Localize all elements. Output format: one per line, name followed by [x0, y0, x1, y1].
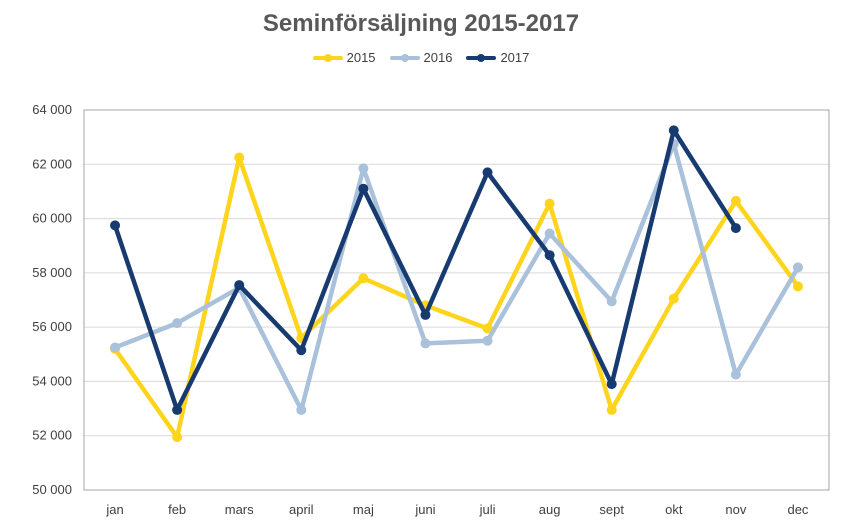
data-point-2015: [358, 273, 369, 284]
legend-swatch-2017: [466, 52, 497, 64]
x-tick-label: mars: [225, 502, 254, 517]
data-point-2017: [544, 250, 555, 261]
x-tick-label: juli: [479, 502, 496, 517]
data-point-2017: [668, 125, 679, 136]
legend-swatch-2016: [389, 52, 420, 64]
data-point-2016: [606, 296, 617, 307]
data-point-2016: [172, 318, 183, 329]
data-point-2017: [606, 379, 617, 390]
series-line-2016: [112, 141, 801, 413]
data-point-2015: [606, 404, 617, 415]
legend-swatch-2015: [312, 52, 343, 64]
data-point-2016: [792, 262, 803, 273]
y-tick-label: 54 000: [32, 373, 72, 388]
x-tick-label: jan: [105, 502, 123, 517]
data-point-2016: [544, 228, 555, 239]
data-point-2017: [234, 280, 245, 291]
legend-item-2016: 2016: [389, 50, 453, 65]
data-point-2015: [730, 195, 741, 206]
y-tick-label: 52 000: [32, 428, 72, 443]
data-point-2017: [420, 309, 431, 320]
data-point-2017: [482, 167, 493, 178]
data-point-2017: [358, 183, 369, 194]
data-point-2015: [544, 198, 555, 209]
legend-label-2016: 2016: [423, 50, 453, 65]
x-tick-label: okt: [665, 502, 683, 517]
x-tick-label: feb: [168, 502, 186, 517]
y-tick-label: 50 000: [32, 482, 72, 497]
data-point-2017: [172, 404, 183, 415]
data-point-2015: [668, 293, 679, 304]
legend-item-2015: 2015: [312, 50, 376, 65]
data-point-2016: [358, 163, 369, 174]
series-line-2015: [112, 155, 801, 440]
x-tick-label: juni: [414, 502, 435, 517]
data-point-2015: [234, 152, 245, 163]
y-tick-label: 64 000: [32, 102, 72, 117]
data-point-2017: [296, 345, 307, 356]
x-tick-label: nov: [725, 502, 746, 517]
x-tick-label: aug: [539, 502, 561, 517]
series-line-2017: [112, 128, 739, 413]
y-tick-label: 56 000: [32, 319, 72, 334]
x-tick-label: dec: [787, 502, 808, 517]
data-point-2016: [420, 338, 431, 349]
data-point-2016: [730, 369, 741, 380]
plot-area-border: [83, 109, 830, 491]
y-tick-label: 58 000: [32, 265, 72, 280]
data-point-2015: [172, 432, 183, 443]
x-tick-label: april: [289, 502, 314, 517]
legend: 2015 2016 2017: [0, 50, 842, 65]
x-tick-label: maj: [353, 502, 374, 517]
legend-label-2015: 2015: [346, 50, 376, 65]
x-tick-label: sept: [599, 502, 624, 517]
data-point-2016: [110, 342, 121, 353]
chart-title: Seminförsäljning 2015-2017: [262, 10, 580, 37]
y-tick-label: 60 000: [32, 211, 72, 226]
data-point-2015: [482, 323, 493, 334]
data-point-2017: [730, 223, 741, 234]
legend-label-2017: 2017: [500, 50, 530, 65]
data-point-2015: [792, 281, 803, 292]
data-point-2016: [482, 335, 493, 346]
legend-item-2017: 2017: [466, 50, 529, 65]
data-point-2016: [296, 404, 307, 415]
y-tick-label: 62 000: [32, 156, 72, 171]
data-point-2017: [110, 220, 121, 231]
